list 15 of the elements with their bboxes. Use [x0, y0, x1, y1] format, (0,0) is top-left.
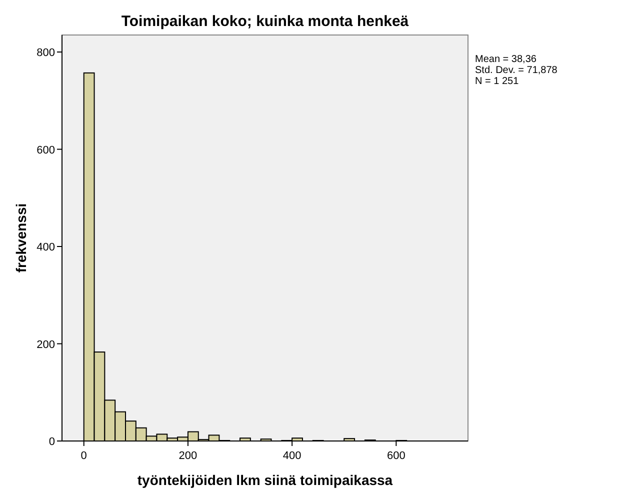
y-tick-label: 600	[36, 144, 55, 156]
y-tick-label: 800	[36, 47, 55, 60]
chart-title: Toimipaikan koko; kuinka monta henkeä	[121, 13, 410, 30]
text: N = 1 251	[475, 76, 520, 87]
y-tick-label: 0	[48, 436, 55, 448]
x-tick-label: 0	[80, 450, 87, 462]
x-tick-label: 200	[178, 450, 198, 462]
x-tick-label: 400	[282, 450, 302, 462]
y-tick-label: 400	[36, 242, 55, 254]
y-tick-label: 200	[36, 338, 55, 351]
y-axis-title: frekvenssi	[13, 203, 29, 273]
text: Std. Dev. = 71,878	[475, 65, 558, 76]
x-axis-title: työntekijöiden lkm siinä toimipaikassa	[137, 472, 393, 488]
text: Mean = 38,36	[475, 54, 537, 65]
x-tick-label: 600	[386, 450, 406, 462]
